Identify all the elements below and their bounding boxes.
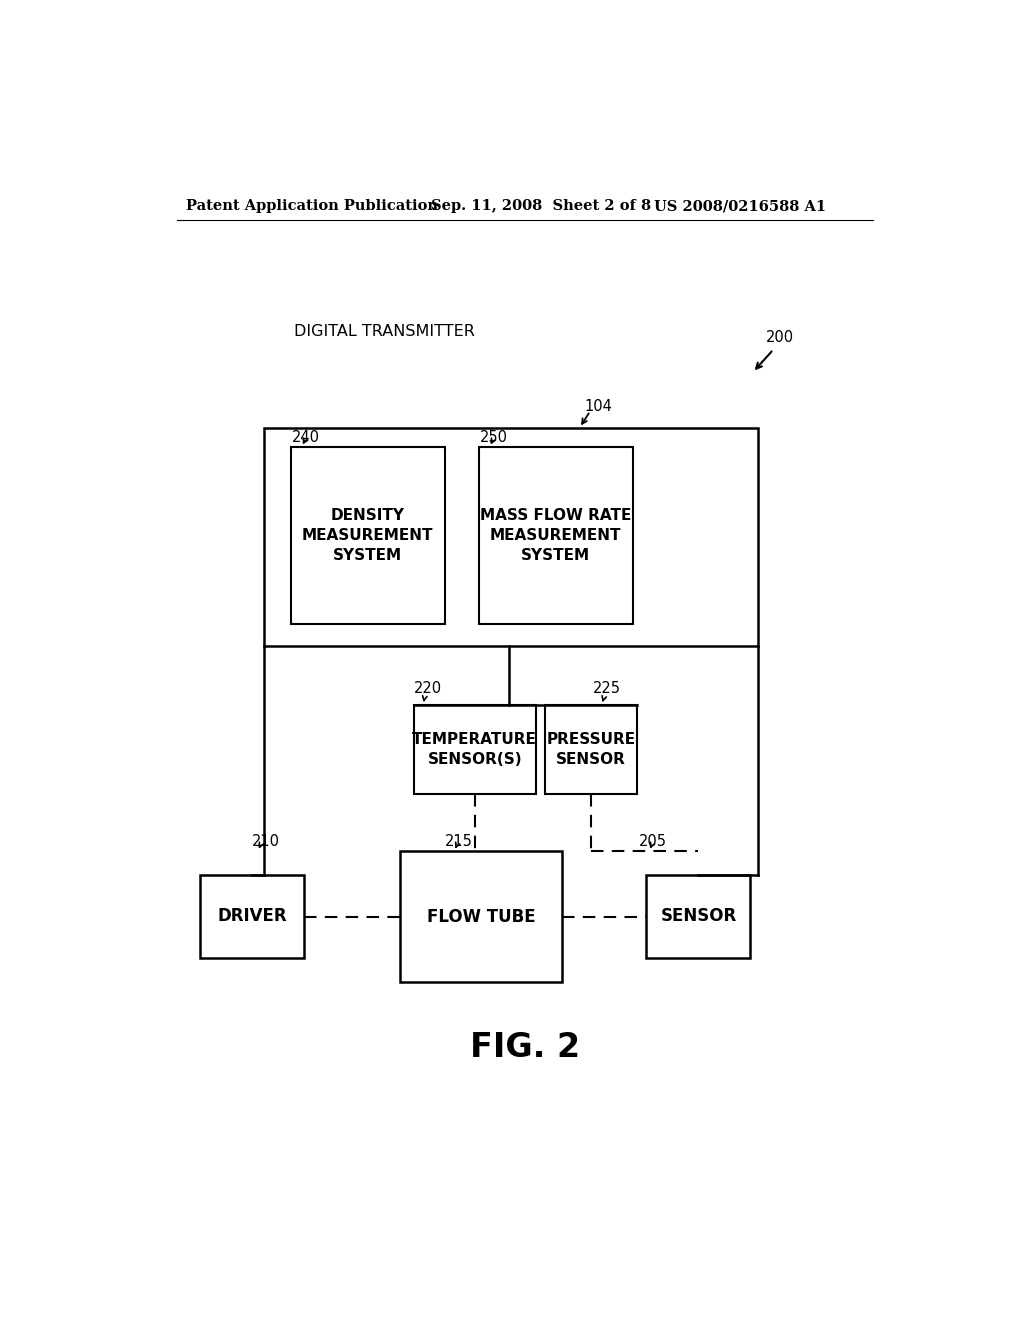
Text: Sep. 11, 2008  Sheet 2 of 8: Sep. 11, 2008 Sheet 2 of 8 <box>431 199 651 213</box>
Bar <box>200 874 304 958</box>
Text: 205: 205 <box>639 834 667 849</box>
Text: 200: 200 <box>766 330 794 346</box>
Bar <box>264 428 758 645</box>
Text: DENSITY
MEASUREMENT
SYSTEM: DENSITY MEASUREMENT SYSTEM <box>302 508 433 564</box>
Text: 220: 220 <box>414 681 442 696</box>
Text: DIGITAL TRANSMITTER: DIGITAL TRANSMITTER <box>294 325 475 339</box>
Text: TEMPERATURE
SENSOR(S): TEMPERATURE SENSOR(S) <box>413 733 538 767</box>
Text: 215: 215 <box>444 834 473 849</box>
Text: FLOW TUBE: FLOW TUBE <box>427 908 536 925</box>
Bar <box>400 851 562 982</box>
Text: 240: 240 <box>292 429 321 445</box>
Text: DRIVER: DRIVER <box>217 907 287 925</box>
Bar <box>478 447 633 624</box>
Text: FIG. 2: FIG. 2 <box>470 1031 580 1064</box>
Bar <box>414 705 536 793</box>
Text: PRESSURE
SENSOR: PRESSURE SENSOR <box>547 733 636 767</box>
Text: 250: 250 <box>480 429 508 445</box>
Text: MASS FLOW RATE
MEASUREMENT
SYSTEM: MASS FLOW RATE MEASUREMENT SYSTEM <box>480 508 631 564</box>
Text: 104: 104 <box>585 399 612 414</box>
Bar <box>291 447 444 624</box>
Text: 210: 210 <box>252 834 280 849</box>
Text: 225: 225 <box>593 681 621 696</box>
Text: SENSOR: SENSOR <box>660 907 736 925</box>
Bar <box>545 705 637 793</box>
Text: Patent Application Publication: Patent Application Publication <box>186 199 438 213</box>
Text: US 2008/0216588 A1: US 2008/0216588 A1 <box>654 199 826 213</box>
Bar <box>646 874 751 958</box>
